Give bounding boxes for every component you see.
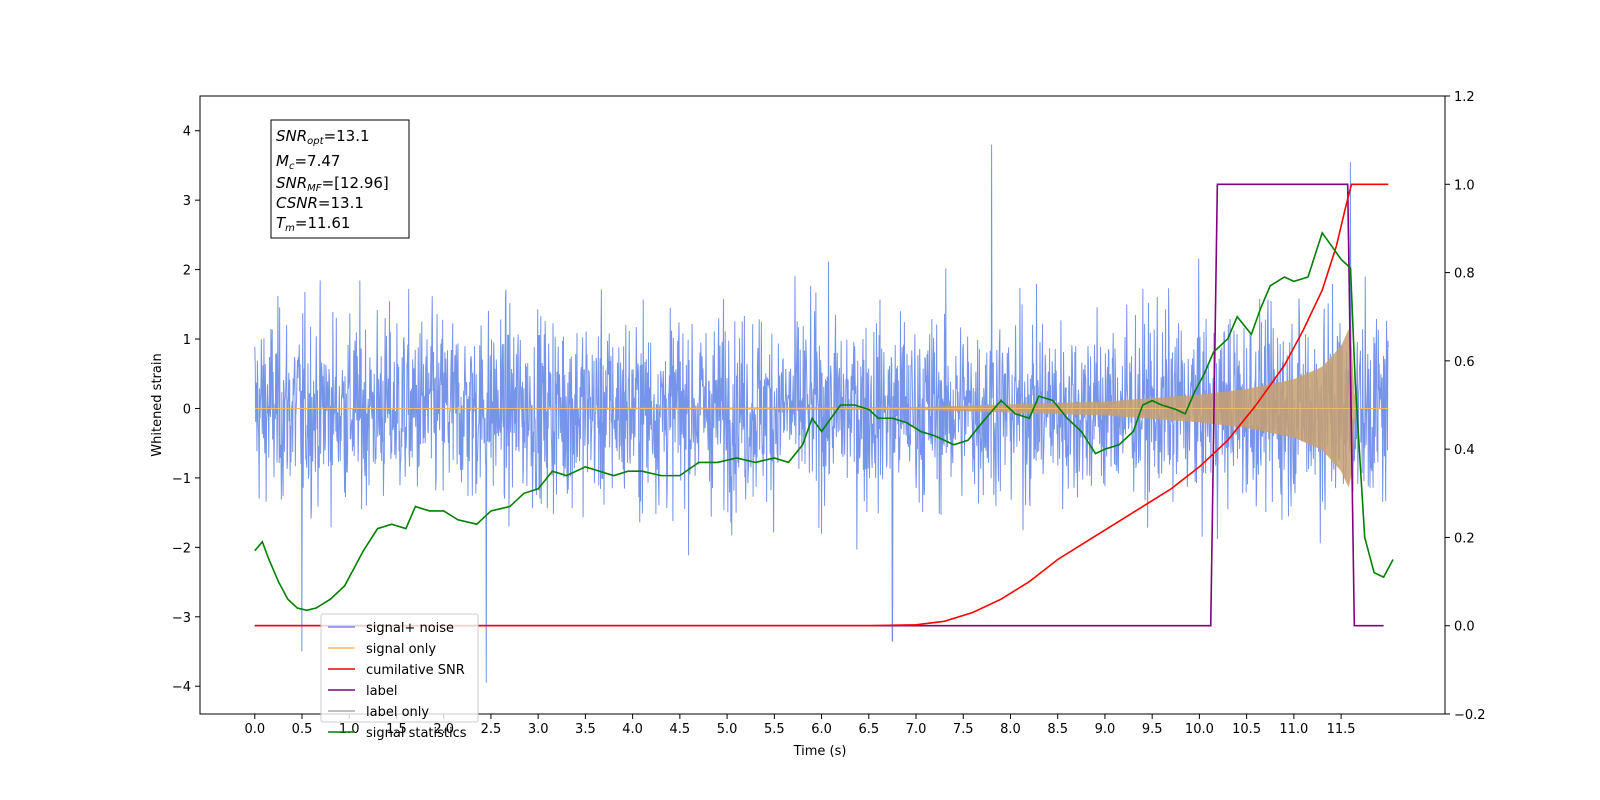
annotation-snr-mf: SNRMF=[12.96]: [276, 174, 389, 194]
x-tick-label: 0.0: [244, 722, 265, 737]
x-tick-label: 2.0: [433, 722, 454, 737]
plot-frame: [199, 95, 1446, 715]
x-tick-label: 1.5: [386, 722, 407, 737]
x-tick-label: 7.5: [953, 722, 974, 737]
y-right-tick-label: 0.2: [1454, 531, 1475, 546]
x-tick-label: 11.5: [1327, 722, 1356, 737]
legend-label-label: label: [366, 684, 397, 699]
y-left-tick-label: 2: [183, 264, 191, 279]
y-left-tick-label: −2: [172, 541, 191, 556]
x-tick-label: 10.5: [1232, 722, 1261, 737]
legend-label-signal-noise: signal+ noise: [366, 621, 454, 636]
x-tick-label: 8.0: [1000, 722, 1021, 737]
series-signal-statistics-line: [254, 231, 1394, 612]
y-left-tick-label: 4: [183, 125, 191, 140]
x-tick-label: 7.0: [906, 722, 927, 737]
legend-label-signal-statistics: signal statistics: [366, 726, 467, 741]
y-left-tick-label: −3: [172, 611, 191, 626]
y-left-tick-label: 1: [183, 333, 191, 348]
x-tick-label: 2.5: [481, 722, 502, 737]
y-right-tick-label: 0.6: [1454, 355, 1475, 370]
y-left-tick-label: 3: [183, 194, 191, 209]
annotation-snr-opt: SNRopt=13.1: [276, 127, 370, 147]
annotation-tm: Tm=11.61: [276, 214, 350, 234]
legend: signal+ noise signal only cumilative SNR la…: [320, 613, 479, 741]
x-tick-label: 5.0: [717, 722, 738, 737]
legend-box: [320, 613, 479, 723]
x-tick-label: 9.0: [1095, 722, 1116, 737]
y-left-tick-label: −4: [172, 680, 191, 695]
annotation-mc: Mc=7.47: [276, 152, 340, 172]
x-tick-label: 5.5: [764, 722, 785, 737]
x-tick-label: 10.0: [1185, 722, 1214, 737]
x-tick-label: 8.5: [1047, 722, 1068, 737]
x-tick-label: 9.5: [1142, 722, 1163, 737]
x-tick-label: 6.5: [858, 722, 879, 737]
annotation-box: SNRopt=13.1 Mc=7.47 SNRMF=[12.96] CSNR=1…: [270, 119, 410, 239]
x-tick-label: 0.5: [292, 722, 313, 737]
y-axis-label: Whitened strain: [150, 353, 165, 456]
x-tick-label: 6.0: [811, 722, 832, 737]
y-right-tick-label: 0.0: [1454, 620, 1475, 635]
annotation-csnr: CSNR=13.1: [276, 194, 364, 212]
series-cumulative-snr-line: [254, 183, 1389, 627]
legend-label-cumilative-snr: cumilative SNR: [366, 663, 465, 678]
y-right-tick-label: 1.2: [1454, 90, 1475, 105]
series-label-line: [254, 183, 1384, 627]
y-left-tick-label: 0: [183, 402, 191, 417]
x-tick-label: 1.0: [339, 722, 360, 737]
x-tick-label: 11.0: [1279, 722, 1308, 737]
y-left-tick-label: −1: [172, 472, 191, 487]
x-axis-label: Time (s): [793, 744, 847, 759]
y-right-tick-label: −0.2: [1454, 708, 1486, 723]
y-right-tick-label: 0.8: [1454, 267, 1475, 282]
legend-label-signal-only: signal only: [366, 642, 436, 657]
y-right-tick-label: 0.4: [1454, 443, 1475, 458]
x-tick-label: 3.5: [575, 722, 596, 737]
legend-label-label-only: label only: [366, 705, 429, 720]
x-tick-label: 3.0: [528, 722, 549, 737]
y-right-tick-label: 1.0: [1454, 178, 1475, 193]
x-tick-label: 4.5: [670, 722, 691, 737]
x-tick-label: 4.0: [622, 722, 643, 737]
